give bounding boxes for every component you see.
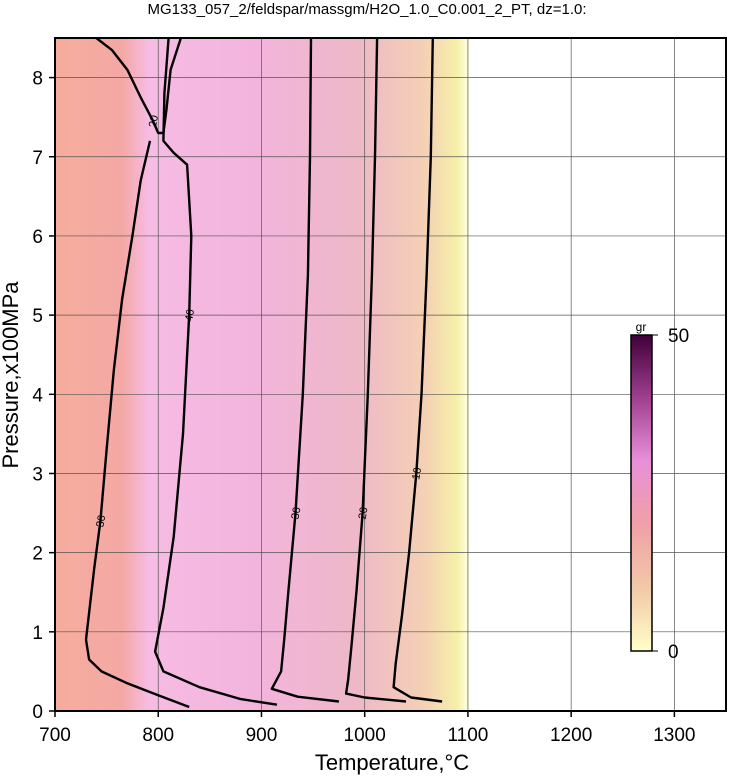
y-tick-label: 1 [32, 623, 43, 644]
contour-line [84, 140, 190, 709]
y-tick-label: 3 [32, 464, 43, 485]
contour-label: 10 [410, 467, 424, 481]
contour-label: 30 [290, 506, 304, 520]
contour-line [270, 37, 340, 703]
contour-line [392, 37, 443, 703]
y-axis-label: Pressure,x100MPa [0, 281, 23, 469]
y-tick-label: 4 [32, 385, 43, 406]
x-tick-label: 900 [246, 725, 278, 746]
colorbar-tick-label: 50 [668, 326, 689, 347]
y-tick-label: 5 [32, 306, 43, 327]
x-tick-label: 1000 [344, 725, 386, 746]
contour-line [344, 37, 407, 703]
contour-label: 40 [183, 308, 197, 322]
contour-line [95, 37, 183, 135]
contour-label: 20 [357, 506, 371, 520]
plot-frame [54, 37, 727, 712]
colorbar-label: gr [636, 320, 647, 334]
colorbar [630, 334, 653, 652]
chart-title: MG133_057_2/feldspar/massgm/H2O_1.0_C0.0… [147, 1, 586, 18]
colorbar-tick-label: 0 [668, 642, 679, 663]
x-tick-label: 800 [142, 725, 174, 746]
x-tick-label: 1200 [550, 725, 592, 746]
y-tick-label: 8 [32, 69, 43, 90]
x-tick-label: 1300 [653, 725, 695, 746]
contour-label: 30 [94, 514, 108, 528]
contour-label: 20 [147, 114, 161, 128]
x-tick-label: 700 [39, 725, 71, 746]
x-axis-label: Temperature,°C [315, 750, 469, 775]
y-tick-label: 0 [32, 702, 43, 723]
y-tick-label: 6 [32, 227, 43, 248]
x-tick-label: 1100 [447, 725, 488, 746]
contour-line [153, 37, 278, 706]
y-tick-label: 2 [32, 544, 43, 565]
field-fill [55, 38, 726, 711]
y-tick-label: 7 [32, 148, 43, 169]
